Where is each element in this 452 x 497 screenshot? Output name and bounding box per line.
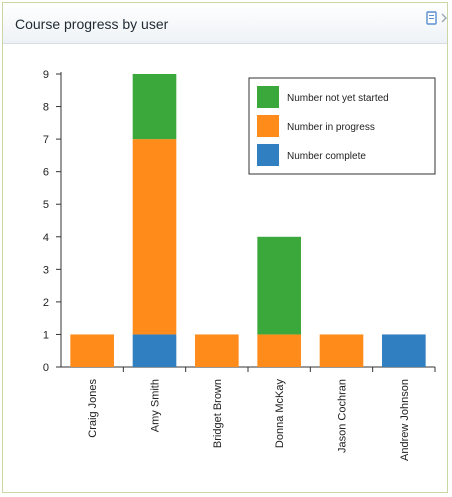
legend-label: Number complete (287, 151, 366, 162)
x-tick-label: Bridget Brown (212, 379, 224, 448)
bar-segment (257, 236, 301, 335)
panel-title: Course progress by user (15, 16, 169, 32)
legend-box (248, 77, 436, 175)
x-tick-label: Jason Cochran (337, 379, 349, 453)
x-tick-label: Donna McKay (274, 379, 286, 449)
legend-label: Number in progress (287, 122, 375, 133)
y-tick-label: 7 (43, 134, 49, 146)
legend-swatch (257, 144, 279, 166)
legend-swatch (257, 86, 279, 108)
y-tick-label: 4 (43, 232, 49, 244)
y-tick-label: 2 (43, 297, 49, 309)
x-tick-label: Craig Jones (87, 379, 99, 438)
y-tick-label: 6 (43, 167, 49, 179)
collapse-icon[interactable] (440, 11, 452, 25)
bar-segment (319, 334, 364, 367)
y-tick-label: 9 (43, 69, 49, 81)
stacked-bar-chart: 0 1 2 3 4 5 6 7 8 9 Craig Jones Amy Smith Bridget B… (43, 69, 436, 461)
y-tick-label: 5 (43, 199, 49, 211)
x-tick-label: Amy Smith (150, 379, 162, 432)
x-tick-label: Andrew Johnson (399, 379, 411, 461)
y-axis: 0 1 2 3 4 5 6 7 8 9 (43, 69, 62, 374)
bars (70, 74, 426, 367)
course-progress-panel: Course progress by user 0 1 2 3 4 5 6 7 8 9 Craig… (2, 2, 448, 493)
legend-swatch (257, 115, 279, 137)
y-tick-label: 8 (43, 102, 49, 114)
bar-segment (70, 334, 114, 367)
legend-label: Number not yet started (287, 93, 389, 104)
x-axis: Craig Jones Amy Smith Bridget Brown Donna M… (61, 366, 436, 461)
y-tick-label: 3 (43, 264, 49, 276)
document-icon[interactable] (426, 11, 438, 25)
bar-segment (195, 334, 239, 367)
bar-segment (132, 139, 177, 335)
panel-header: Course progress by user (3, 3, 447, 44)
bar-segment (382, 334, 426, 367)
legend: Number not yet started Number in progress… (248, 77, 436, 175)
bar-segment (257, 334, 301, 367)
bar-segment (132, 74, 177, 140)
y-tick-label: 1 (43, 329, 49, 341)
y-tick-label: 0 (43, 362, 49, 374)
bar-segment (132, 334, 177, 367)
